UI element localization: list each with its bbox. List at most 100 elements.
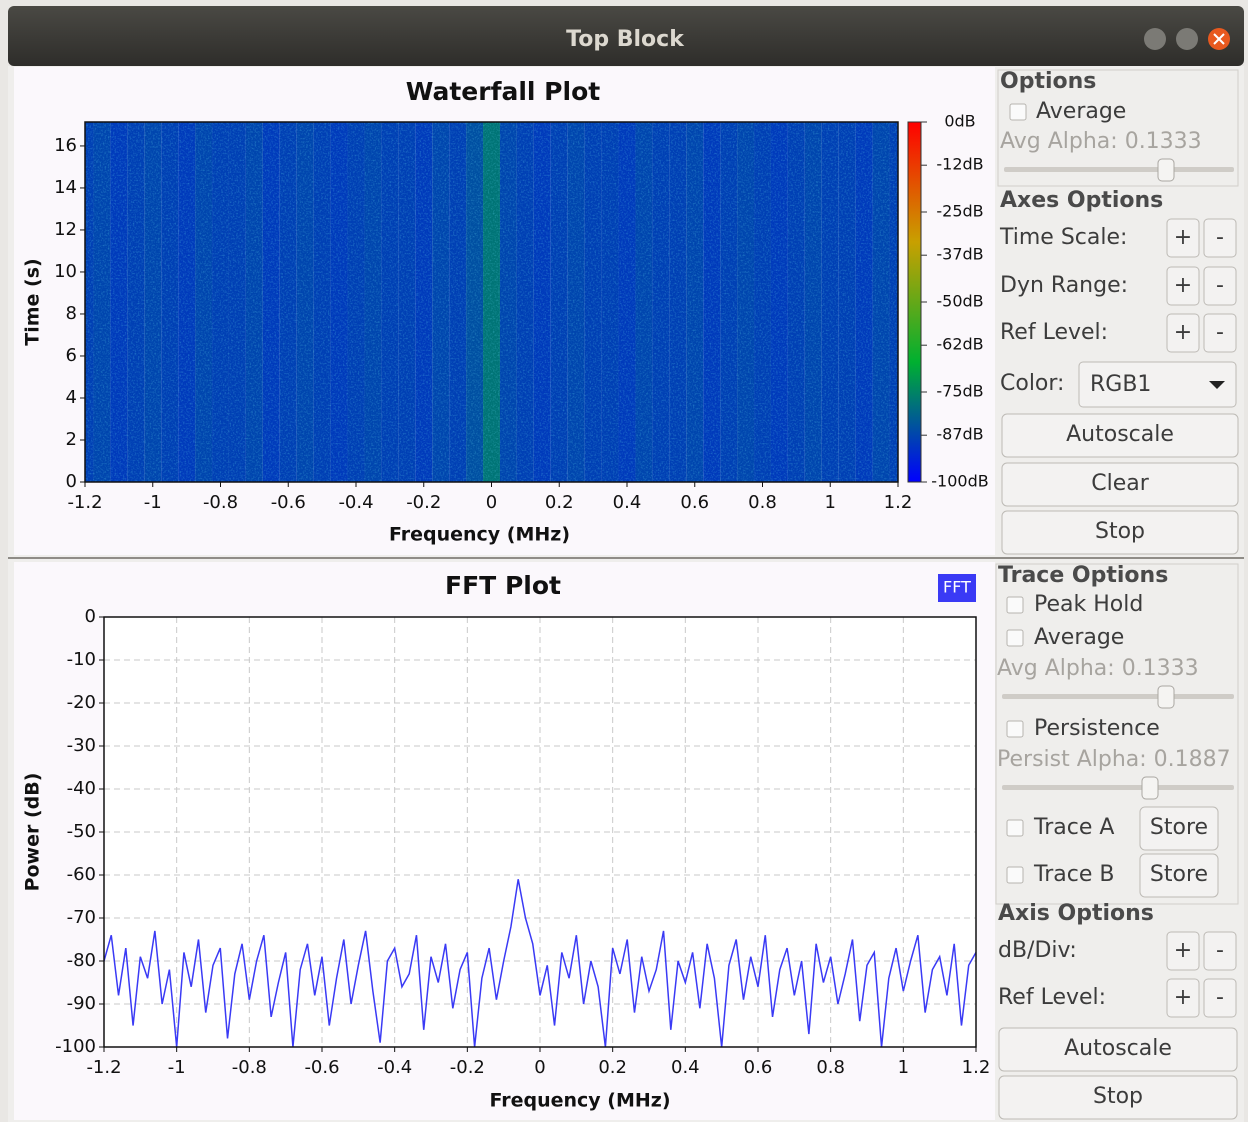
button-label: - — [1216, 985, 1224, 1010]
checkbox-label: Persistence — [1034, 716, 1160, 741]
checkbox-label: Average — [1036, 99, 1126, 124]
slider-track — [1004, 167, 1234, 172]
y-tick-label: 4 — [66, 387, 77, 408]
y-tick-label: -80 — [67, 950, 96, 971]
button-label: + — [1174, 225, 1192, 250]
x-tick-label: 0.8 — [816, 1057, 845, 1078]
slider-thumb[interactable] — [1158, 159, 1174, 181]
checkbox[interactable] — [1007, 867, 1023, 883]
group-title: Trace Options — [998, 563, 1168, 588]
row-label: Time Scale: — [999, 225, 1127, 250]
group-title: Options — [1000, 69, 1096, 94]
button-label: + — [1174, 273, 1192, 298]
x-tick-label: 0 — [486, 492, 497, 513]
y-tick-label: 0 — [85, 606, 96, 627]
button-label: Autoscale — [1064, 1036, 1172, 1061]
slider-track — [1002, 785, 1234, 790]
y-tick-label: -50 — [67, 821, 96, 842]
page: Top Block Options Average Avg Alpha: 0.1… — [0, 0, 1248, 1122]
colorbar-tick-label: -12dB — [936, 155, 983, 174]
checkbox[interactable] — [1007, 597, 1023, 613]
x-tick-label: -1.2 — [67, 492, 102, 513]
x-tick-label: 1 — [825, 492, 836, 513]
colorbar-tick-label: -62dB — [936, 335, 983, 354]
y-tick-label: 12 — [54, 219, 77, 240]
x-axis-label: Frequency (MHz) — [389, 524, 570, 546]
chart-title: Waterfall Plot — [406, 77, 600, 106]
button-label: + — [1174, 320, 1192, 345]
x-tick-label: 0.6 — [744, 1057, 773, 1078]
x-tick-label: -0.4 — [377, 1057, 412, 1078]
x-tick-label: 1 — [898, 1057, 909, 1078]
x-axis-label: Frequency (MHz) — [489, 1090, 670, 1112]
y-tick-label: 8 — [66, 303, 77, 324]
legend-label: FFT — [943, 578, 971, 597]
x-tick-label: -0.6 — [304, 1057, 339, 1078]
y-tick-label: -40 — [67, 778, 96, 799]
x-tick-label: -0.8 — [203, 492, 238, 513]
x-tick-label: 1.2 — [962, 1057, 991, 1078]
x-tick-label: 0.8 — [748, 492, 777, 513]
button-label: - — [1216, 320, 1224, 345]
x-tick-label: -1.2 — [86, 1057, 121, 1078]
x-tick-label: 0.2 — [598, 1057, 627, 1078]
checkbox-label: Trace B — [1033, 862, 1114, 887]
checkbox[interactable] — [1007, 721, 1023, 737]
checkbox[interactable] — [1010, 104, 1026, 120]
y-tick-label: 16 — [54, 135, 77, 156]
row-label: Dyn Range: — [1000, 273, 1128, 298]
colorbar-tick-label: -87dB — [936, 425, 983, 444]
y-tick-label: -70 — [67, 907, 96, 928]
x-tick-label: 0.4 — [613, 492, 642, 513]
colorbar-tick-label: -75dB — [936, 382, 983, 401]
heatmap-texture — [85, 122, 898, 482]
slider-label: Avg Alpha: 0.1333 — [1000, 129, 1202, 154]
x-tick-label: 0.4 — [671, 1057, 700, 1078]
button-label: Stop — [1093, 1084, 1143, 1109]
y-tick-label: -20 — [67, 692, 96, 713]
slider-track — [1002, 694, 1234, 699]
x-tick-label: 0.2 — [545, 492, 574, 513]
colorbar-tick-label: 0dB — [944, 112, 975, 131]
minimize-button[interactable] — [1144, 28, 1166, 50]
y-tick-label: 14 — [54, 177, 77, 198]
button-label: Store — [1150, 815, 1208, 840]
group-title: Axes Options — [1000, 188, 1163, 213]
checkbox[interactable] — [1007, 820, 1023, 836]
y-tick-label: 0 — [66, 471, 77, 492]
x-tick-label: 0.6 — [680, 492, 709, 513]
button-label: Store — [1150, 862, 1208, 887]
x-tick-label: -0.6 — [271, 492, 306, 513]
group-title: Axis Options — [998, 901, 1154, 926]
combo-value: RGB1 — [1090, 372, 1151, 397]
button-label: Stop — [1095, 519, 1145, 544]
x-tick-label: -1 — [168, 1057, 186, 1078]
button-label: - — [1216, 225, 1224, 250]
button-label: Clear — [1091, 471, 1149, 496]
x-tick-label: 0 — [534, 1057, 545, 1078]
colorbar — [908, 122, 921, 482]
maximize-button[interactable] — [1176, 28, 1198, 50]
y-tick-label: -10 — [67, 649, 96, 670]
x-tick-label: -1 — [144, 492, 162, 513]
y-axis-label: Time (s) — [22, 258, 44, 345]
combo-label: Color: — [1000, 371, 1064, 396]
slider-label: Persist Alpha: 0.1887 — [997, 747, 1231, 772]
x-tick-label: -0.8 — [232, 1057, 267, 1078]
row-label: Ref Level: — [1000, 320, 1108, 345]
x-tick-label: 1.2 — [884, 492, 913, 513]
y-tick-label: 6 — [66, 345, 77, 366]
button-label: - — [1216, 938, 1224, 963]
checkbox[interactable] — [1007, 630, 1023, 646]
x-tick-label: -0.2 — [450, 1057, 485, 1078]
button-label: + — [1174, 938, 1192, 963]
colorbar-tick-label: -25dB — [936, 202, 983, 221]
row-label: dB/Div: — [998, 938, 1077, 963]
y-axis-label: Power (dB) — [22, 773, 44, 892]
slider-thumb[interactable] — [1158, 686, 1174, 708]
checkbox-label: Trace A — [1033, 815, 1114, 840]
screenshot: Top Block Options Average Avg Alpha: 0.1… — [0, 0, 1248, 1122]
checkbox-label: Average — [1034, 625, 1124, 650]
slider-label: Avg Alpha: 0.1333 — [997, 656, 1199, 681]
slider-thumb[interactable] — [1142, 777, 1158, 799]
